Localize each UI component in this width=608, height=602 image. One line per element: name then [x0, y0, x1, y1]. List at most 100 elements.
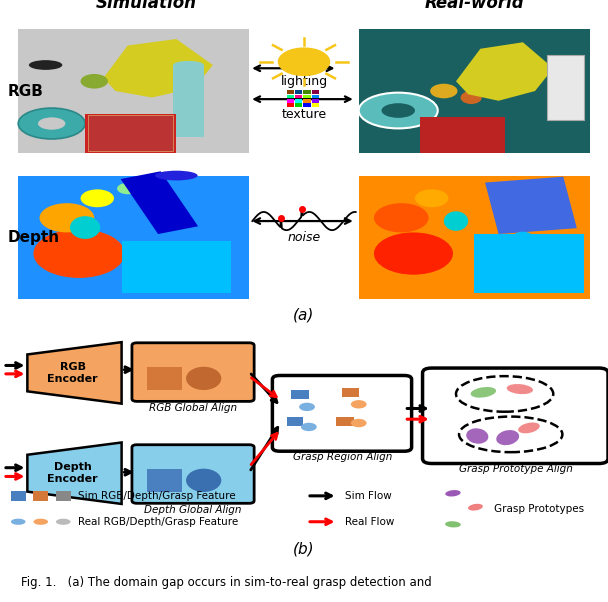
- Bar: [311, 90, 319, 94]
- Bar: [120, 172, 198, 234]
- Text: RGB
Encoder: RGB Encoder: [47, 362, 98, 383]
- Bar: [303, 95, 311, 99]
- Bar: [311, 104, 319, 107]
- Text: Depth
Encoder: Depth Encoder: [47, 462, 98, 484]
- Bar: [295, 95, 302, 99]
- Text: noise: noise: [288, 231, 320, 244]
- Bar: [122, 241, 231, 293]
- Ellipse shape: [496, 430, 519, 445]
- Ellipse shape: [506, 384, 533, 394]
- Ellipse shape: [511, 232, 535, 249]
- Ellipse shape: [173, 61, 204, 69]
- Ellipse shape: [445, 490, 461, 497]
- Ellipse shape: [33, 229, 125, 278]
- Text: Fig. 1.   (a) The domain gap occurs in sim-to-real grasp detection and: Fig. 1. (a) The domain gap occurs in sim…: [21, 576, 432, 589]
- Bar: [342, 388, 359, 397]
- Text: Grasp Prototype Align: Grasp Prototype Align: [458, 464, 573, 474]
- Bar: [295, 90, 302, 94]
- Bar: [359, 176, 590, 299]
- Bar: [287, 417, 303, 426]
- Bar: [295, 99, 302, 103]
- Circle shape: [278, 48, 330, 75]
- Bar: [474, 234, 584, 293]
- Ellipse shape: [518, 423, 540, 433]
- Text: Simulation: Simulation: [95, 0, 196, 12]
- Bar: [147, 469, 182, 492]
- Text: Depth: Depth: [7, 230, 60, 245]
- Bar: [295, 104, 302, 107]
- Bar: [33, 491, 48, 501]
- Bar: [547, 55, 584, 120]
- Bar: [18, 29, 249, 153]
- Text: Real Flow: Real Flow: [345, 517, 395, 527]
- Ellipse shape: [80, 74, 108, 88]
- Polygon shape: [456, 42, 553, 101]
- Ellipse shape: [445, 521, 461, 527]
- Ellipse shape: [351, 419, 367, 427]
- Ellipse shape: [80, 190, 114, 207]
- Bar: [485, 176, 577, 234]
- Ellipse shape: [461, 91, 482, 104]
- Ellipse shape: [117, 183, 139, 194]
- Text: (b): (b): [293, 542, 315, 557]
- Bar: [147, 367, 182, 390]
- Polygon shape: [27, 342, 122, 404]
- Ellipse shape: [29, 60, 63, 70]
- Text: Real-world: Real-world: [424, 0, 524, 12]
- Ellipse shape: [468, 504, 483, 510]
- Bar: [287, 104, 294, 107]
- Ellipse shape: [186, 469, 221, 492]
- Ellipse shape: [359, 93, 438, 128]
- FancyBboxPatch shape: [132, 445, 254, 503]
- Ellipse shape: [430, 84, 458, 98]
- Text: Sim RGB/Depth/Grasp Feature: Sim RGB/Depth/Grasp Feature: [78, 491, 235, 501]
- Text: lighting: lighting: [280, 75, 328, 88]
- Bar: [287, 90, 294, 94]
- Bar: [311, 95, 319, 99]
- Bar: [173, 65, 204, 137]
- Bar: [88, 116, 173, 151]
- Text: RGB Global Align: RGB Global Align: [149, 403, 237, 413]
- Polygon shape: [27, 442, 122, 504]
- Ellipse shape: [70, 216, 100, 239]
- Ellipse shape: [186, 367, 221, 390]
- Bar: [359, 29, 590, 153]
- Text: Depth Global Align: Depth Global Align: [144, 505, 241, 515]
- Bar: [287, 95, 294, 99]
- Ellipse shape: [33, 519, 48, 525]
- Text: (a): (a): [293, 308, 315, 323]
- Text: Sim Flow: Sim Flow: [345, 491, 392, 501]
- Bar: [420, 117, 505, 153]
- Bar: [56, 491, 71, 501]
- Bar: [303, 99, 311, 103]
- Ellipse shape: [471, 387, 496, 398]
- Ellipse shape: [299, 403, 315, 411]
- Ellipse shape: [351, 400, 367, 409]
- Text: Grasp Prototypes: Grasp Prototypes: [494, 504, 584, 514]
- FancyBboxPatch shape: [132, 343, 254, 402]
- Ellipse shape: [11, 519, 26, 525]
- Bar: [18, 176, 249, 299]
- Ellipse shape: [155, 171, 198, 181]
- Ellipse shape: [374, 203, 429, 232]
- Bar: [303, 104, 311, 107]
- Bar: [303, 90, 311, 94]
- Ellipse shape: [56, 519, 71, 525]
- Ellipse shape: [415, 190, 449, 207]
- Ellipse shape: [466, 428, 488, 444]
- Ellipse shape: [40, 203, 94, 232]
- Text: texture: texture: [282, 108, 326, 121]
- Ellipse shape: [38, 117, 66, 129]
- Ellipse shape: [374, 232, 453, 275]
- Ellipse shape: [444, 211, 468, 231]
- FancyBboxPatch shape: [423, 368, 608, 464]
- Bar: [291, 389, 309, 399]
- Text: RGB: RGB: [7, 84, 43, 99]
- Polygon shape: [103, 39, 213, 98]
- Bar: [11, 491, 26, 501]
- Bar: [311, 99, 319, 103]
- Bar: [85, 114, 176, 153]
- Bar: [336, 417, 354, 426]
- Bar: [287, 99, 294, 103]
- Text: Grasp Region Align: Grasp Region Align: [292, 452, 392, 462]
